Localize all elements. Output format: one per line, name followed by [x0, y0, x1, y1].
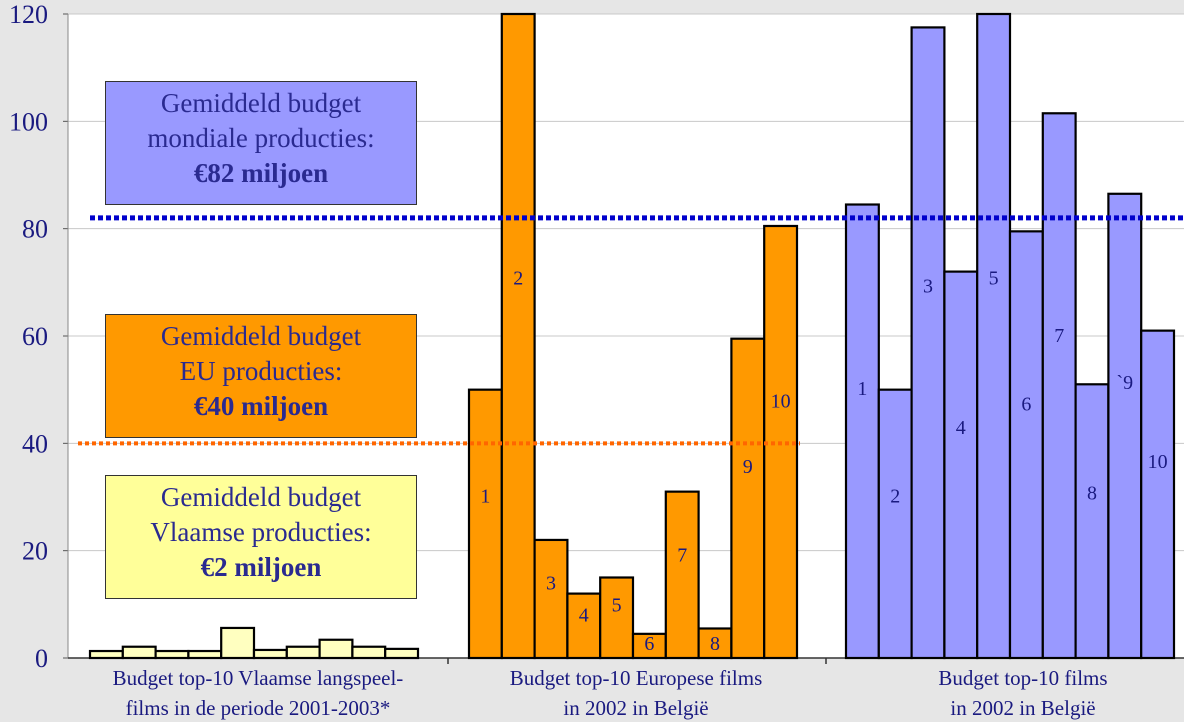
- bar-label: 10: [771, 390, 791, 412]
- annotation-vlaams: Gemiddeld budget Vlaamse producties: €2 …: [105, 475, 417, 599]
- bar: [1041, 112, 1077, 660]
- bar-label: 6: [1021, 394, 1031, 416]
- y-tick-label: 120: [9, 0, 48, 29]
- bar: [285, 645, 321, 660]
- bar: [1074, 383, 1110, 660]
- bar-label: 8: [710, 633, 720, 655]
- bar-label: 10: [1148, 451, 1168, 473]
- bar: [252, 648, 288, 660]
- y-tick-label: 0: [35, 644, 48, 673]
- bar: [88, 649, 124, 660]
- bar: [467, 388, 503, 660]
- annotation-mondiaal-line1: Gemiddeld budget: [160, 88, 362, 118]
- x-category-label: in 2002 in België: [950, 696, 1095, 720]
- x-category-label: Budget top-10 Europese films: [510, 666, 763, 690]
- bar-label: 7: [1054, 325, 1064, 347]
- annotation-vlaams-value: €2 miljoen: [200, 552, 322, 582]
- bar: [664, 490, 700, 660]
- bar-label: 5: [612, 594, 622, 616]
- bar: [877, 388, 913, 660]
- bar-label: 5: [989, 267, 999, 289]
- bar-label: 7: [677, 545, 687, 567]
- bar: [500, 12, 536, 660]
- x-category-label: Budget top-10 films: [938, 666, 1107, 690]
- bar-label: 2: [513, 267, 523, 289]
- bar-label: 6: [644, 633, 654, 655]
- bar: [730, 337, 766, 660]
- annotation-mondiaal: Gemiddeld budget mondiale producties: €8…: [105, 81, 417, 205]
- bar-label: 8: [1087, 482, 1097, 504]
- bar-label: 1: [857, 378, 867, 400]
- bar: [943, 270, 979, 660]
- bar-label: `9: [1116, 372, 1133, 394]
- x-category-label: in 2002 in België: [563, 696, 708, 720]
- annotation-vlaams-line2: Vlaamse producties:: [150, 517, 372, 547]
- annotation-mondiaal-value: €82 miljoen: [193, 158, 329, 188]
- bar: [384, 647, 420, 660]
- bar: [1140, 329, 1176, 660]
- annotation-eu-line1: Gemiddeld budget: [160, 321, 362, 351]
- bar: [351, 645, 387, 660]
- bar: [697, 627, 733, 660]
- x-category-label: films in de periode 2001-2003*: [126, 696, 391, 720]
- annotation-eu-line2: EU producties:: [179, 356, 343, 386]
- bar: [599, 576, 635, 660]
- annotation-mondiaal-line2: mondiale producties:: [147, 123, 375, 153]
- annotation-eu-value: €40 miljoen: [193, 391, 329, 421]
- bar: [844, 203, 880, 660]
- bar-label: 4: [579, 605, 589, 627]
- bar: [1107, 192, 1143, 660]
- y-tick-label: 40: [22, 429, 48, 458]
- bar: [533, 538, 569, 660]
- bar: [631, 632, 667, 660]
- y-tick-label: 60: [22, 322, 48, 351]
- annotation-vlaams-line1: Gemiddeld budget: [160, 482, 362, 512]
- bar: [1008, 230, 1044, 660]
- annotation-eu: Gemiddeld budget EU producties: €40 milj…: [105, 314, 417, 438]
- bar-label: 1: [480, 485, 490, 507]
- bar: [318, 638, 354, 660]
- y-tick-label: 100: [9, 107, 48, 136]
- bar: [910, 26, 946, 660]
- bar: [187, 649, 223, 660]
- bar-label: 9: [743, 456, 753, 478]
- bar: [154, 649, 190, 660]
- bar: [121, 645, 157, 660]
- y-tick-label: 80: [22, 215, 48, 244]
- x-category-label: Budget top-10 Vlaamse langspeel-: [113, 666, 404, 690]
- bar-label: 2: [890, 485, 900, 507]
- bar-label: 3: [923, 275, 933, 297]
- bar: [976, 12, 1012, 660]
- bar-label: 4: [956, 417, 966, 439]
- bar-label: 3: [546, 573, 556, 595]
- bar: [220, 626, 256, 660]
- y-tick-label: 20: [22, 537, 48, 566]
